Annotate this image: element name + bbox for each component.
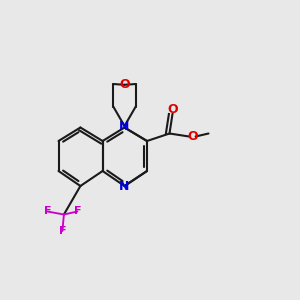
Text: F: F xyxy=(59,226,66,236)
Text: O: O xyxy=(119,78,130,91)
Text: N: N xyxy=(119,119,130,133)
Text: O: O xyxy=(187,130,198,143)
Text: F: F xyxy=(44,206,51,217)
Text: F: F xyxy=(74,206,81,217)
Text: O: O xyxy=(167,103,178,116)
Text: N: N xyxy=(119,179,130,193)
